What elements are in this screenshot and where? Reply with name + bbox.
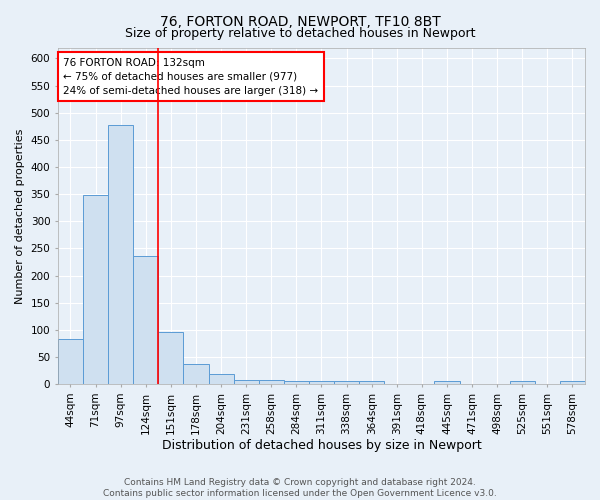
Bar — [184, 364, 209, 384]
Bar — [233, 380, 259, 384]
Bar — [83, 195, 108, 384]
Bar — [259, 380, 284, 384]
Text: Contains HM Land Registry data © Crown copyright and database right 2024.
Contai: Contains HM Land Registry data © Crown c… — [103, 478, 497, 498]
Text: 76 FORTON ROAD: 132sqm
← 75% of detached houses are smaller (977)
24% of semi-de: 76 FORTON ROAD: 132sqm ← 75% of detached… — [63, 58, 319, 96]
Bar — [158, 332, 184, 384]
Bar — [58, 339, 83, 384]
X-axis label: Distribution of detached houses by size in Newport: Distribution of detached houses by size … — [161, 440, 481, 452]
Bar — [359, 381, 384, 384]
Bar — [560, 382, 585, 384]
Bar — [133, 256, 158, 384]
Bar — [284, 381, 309, 384]
Text: Size of property relative to detached houses in Newport: Size of property relative to detached ho… — [125, 28, 475, 40]
Bar — [510, 382, 535, 384]
Text: 76, FORTON ROAD, NEWPORT, TF10 8BT: 76, FORTON ROAD, NEWPORT, TF10 8BT — [160, 15, 440, 29]
Bar — [434, 382, 460, 384]
Y-axis label: Number of detached properties: Number of detached properties — [15, 128, 25, 304]
Bar — [334, 381, 359, 384]
Bar — [209, 374, 233, 384]
Bar — [108, 125, 133, 384]
Bar — [309, 381, 334, 384]
